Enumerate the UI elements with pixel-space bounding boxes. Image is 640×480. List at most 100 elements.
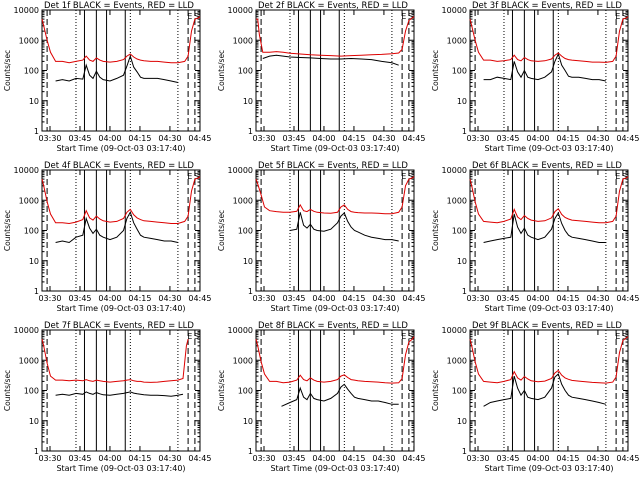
y-axis-label: Counts/sec: [3, 370, 12, 411]
x-tick-label: 04:00: [526, 294, 549, 303]
y-tick-label: 1000: [447, 356, 467, 365]
y-tick-label: 100: [452, 227, 467, 236]
y-tick-label: 10: [29, 97, 39, 106]
x-tick-label: 04:30: [586, 294, 609, 303]
marker-label-s: S: [622, 12, 627, 21]
y-tick-label: 10000: [14, 166, 39, 175]
x-tick-label: 04:45: [402, 134, 425, 143]
y-axis-label: Counts/sec: [431, 50, 440, 91]
marker-label-e: E: [401, 332, 406, 341]
y-tick-label: 1000: [19, 356, 39, 365]
series-line-events: [281, 383, 399, 407]
x-tick-label: 03:45: [496, 134, 519, 143]
x-tick-label: 04:30: [158, 454, 181, 463]
series-line-lld: [41, 16, 201, 64]
x-tick-label: 03:45: [496, 454, 519, 463]
x-tick-label: 04:30: [372, 454, 395, 463]
y-axis-label: Counts/sec: [431, 370, 440, 411]
y-tick-label: 10000: [442, 6, 467, 15]
y-tick-label: 10: [243, 417, 253, 426]
x-tick-label: 03:30: [466, 134, 489, 143]
x-tick-label: 03:45: [68, 294, 91, 303]
plot-frame: [41, 169, 201, 292]
y-tick-label: 10000: [442, 166, 467, 175]
chart-panel-5: Det 5f BLACK = Events, RED = LLD 1 10 100 10…: [217, 161, 425, 313]
x-axis-label: Start Time (09-Oct-03 03:17:40): [270, 144, 399, 153]
marker-label-e: E: [615, 332, 620, 341]
marker-label-s: S: [194, 332, 199, 341]
x-tick-label: 04:30: [372, 134, 395, 143]
y-tick-label: 100: [238, 227, 253, 236]
y-tick-label: 1000: [19, 196, 39, 205]
series-line-events: [483, 211, 606, 243]
plot-frame: [469, 9, 629, 132]
y-tick-label: 10: [457, 97, 467, 106]
x-tick-label: 04:00: [98, 294, 121, 303]
series-line-events: [55, 211, 179, 244]
x-axis-label: Start Time (09-Oct-03 03:17:40): [484, 144, 613, 153]
y-tick-label: 1: [248, 287, 253, 296]
chart-title: Det 8f BLACK = Events, RED = LLD: [258, 321, 408, 331]
y-tick-label: 1: [34, 287, 39, 296]
plot-frame: [41, 9, 201, 132]
y-tick-label: 10000: [228, 6, 253, 15]
plot-frame: [469, 169, 629, 292]
y-tick-label: 1: [462, 127, 467, 136]
x-tick-label: 03:30: [38, 134, 61, 143]
x-tick-label: 03:30: [466, 294, 489, 303]
y-tick-label: 100: [452, 387, 467, 396]
series-line-events: [289, 212, 399, 242]
chart-title: Det 7f BLACK = Events, RED = LLD: [44, 321, 194, 331]
y-tick-label: 1: [462, 447, 467, 456]
y-tick-label: 10: [243, 257, 253, 266]
x-tick-label: 04:45: [616, 134, 639, 143]
series-line-events: [55, 391, 184, 397]
series-line-lld: [469, 336, 629, 384]
plot-frame: [255, 9, 415, 132]
chart-title: Det 6f BLACK = Events, RED = LLD: [472, 161, 622, 171]
y-tick-label: 10000: [442, 326, 467, 335]
chart-panel-4: Det 4f BLACK = Events, RED = LLD 1 10 100 10…: [3, 161, 211, 313]
y-tick-label: 1000: [19, 36, 39, 45]
x-axis-label: Start Time (09-Oct-03 03:17:40): [56, 464, 185, 473]
x-tick-label: 04:15: [556, 454, 579, 463]
y-tick-label: 10000: [14, 6, 39, 15]
plot-frame: [469, 329, 629, 452]
x-tick-label: 04:00: [312, 294, 335, 303]
y-tick-label: 1000: [447, 36, 467, 45]
x-axis-label: Start Time (09-Oct-03 03:17:40): [484, 304, 613, 313]
x-tick-label: 04:30: [372, 294, 395, 303]
x-tick-label: 03:45: [68, 454, 91, 463]
series-line-lld: [41, 176, 201, 225]
x-tick-label: 04:15: [128, 294, 151, 303]
y-tick-label: 100: [238, 67, 253, 76]
chart-panel-8: Det 8f BLACK = Events, RED = LLD 1 10 100 10…: [217, 321, 425, 473]
x-tick-label: 04:00: [526, 454, 549, 463]
x-tick-label: 03:30: [38, 454, 61, 463]
x-tick-label: 04:15: [556, 294, 579, 303]
y-axis-label: Counts/sec: [217, 370, 226, 411]
y-tick-label: 100: [24, 387, 39, 396]
plot-frame: [255, 329, 415, 452]
y-tick-label: 100: [238, 387, 253, 396]
chart-panel-7: Det 7f BLACK = Events, RED = LLD 1 10 100 10…: [3, 321, 211, 473]
chart-panel-3: Det 3f BLACK = Events, RED = LLD 1 10 100 10…: [431, 1, 639, 153]
x-tick-label: 03:30: [252, 294, 275, 303]
y-tick-label: 10000: [14, 326, 39, 335]
chart-title: Det 3f BLACK = Events, RED = LLD: [472, 1, 622, 11]
x-tick-label: 04:15: [128, 134, 151, 143]
x-tick-label: 04:15: [342, 294, 365, 303]
series-line-lld: [255, 176, 415, 215]
y-axis-label: Counts/sec: [217, 210, 226, 251]
series-line-events: [262, 54, 399, 66]
x-tick-label: 03:30: [252, 454, 275, 463]
marker-label-s: S: [408, 172, 413, 181]
chart-title: Det 9f BLACK = Events, RED = LLD: [472, 321, 622, 331]
y-tick-label: 1: [462, 287, 467, 296]
x-tick-label: 04:45: [616, 454, 639, 463]
x-tick-label: 03:45: [282, 134, 305, 143]
series-line-lld: [41, 338, 189, 383]
x-tick-label: 04:00: [312, 134, 335, 143]
y-tick-label: 100: [24, 227, 39, 236]
